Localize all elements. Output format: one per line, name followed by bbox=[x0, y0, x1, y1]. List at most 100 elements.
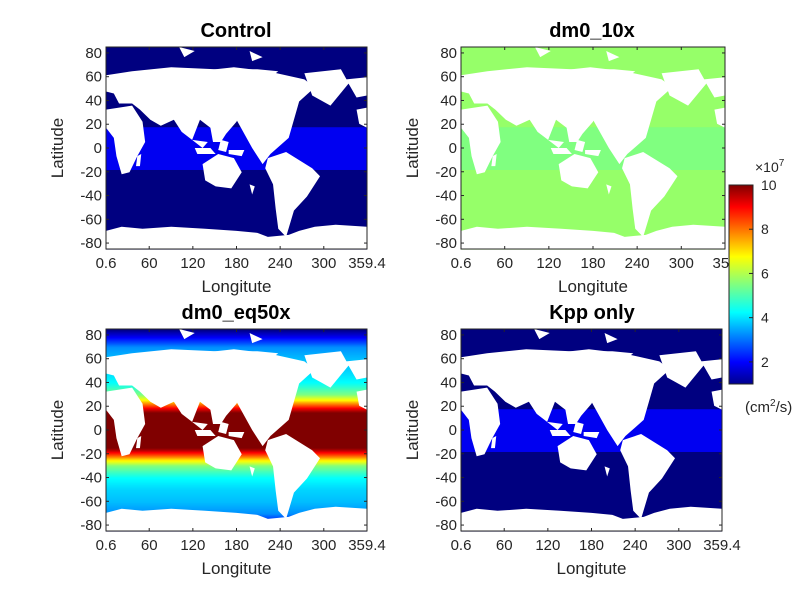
field-band bbox=[106, 331, 367, 334]
field-band bbox=[106, 343, 367, 346]
y-tick-label: 40 bbox=[440, 92, 457, 109]
field-band bbox=[106, 462, 367, 464]
field-band bbox=[106, 487, 367, 489]
colorbar-tick-label: 6 bbox=[761, 265, 769, 281]
field-band bbox=[106, 489, 367, 492]
colorbar-tick-label: 2 bbox=[761, 354, 769, 370]
x-tick-label: 359.4 bbox=[703, 537, 741, 554]
field-band bbox=[106, 473, 367, 476]
field-band bbox=[106, 348, 367, 350]
field-band bbox=[106, 508, 367, 511]
field-band bbox=[106, 472, 367, 475]
x-tick-label: 120 bbox=[180, 537, 205, 554]
y-tick-label: 20 bbox=[440, 398, 457, 415]
field-band bbox=[106, 438, 367, 441]
field-band bbox=[106, 465, 367, 468]
x-tick-label: 0.6 bbox=[451, 537, 472, 554]
field-band bbox=[106, 485, 367, 488]
field-band bbox=[106, 476, 367, 479]
field-band bbox=[106, 492, 367, 495]
y-tick-label: -40 bbox=[80, 470, 102, 487]
x-tick-label: 120 bbox=[180, 255, 205, 272]
y-tick-label: 20 bbox=[85, 398, 102, 415]
y-axis-label: Latitude bbox=[403, 118, 422, 179]
field-band bbox=[106, 126, 367, 170]
x-tick-label: 300 bbox=[311, 255, 336, 272]
field-band bbox=[106, 333, 367, 336]
field-band bbox=[106, 497, 367, 500]
x-axis-label: Longitute bbox=[202, 559, 272, 578]
tick-marks: 0.6 60 120 180 240 300 359806040200-20-40-60-8… bbox=[435, 45, 737, 272]
x-tick-label: 180 bbox=[224, 537, 249, 554]
y-tick-label: -80 bbox=[80, 517, 102, 534]
x-axis-label: Longitute bbox=[202, 277, 272, 296]
heatmap-area bbox=[461, 329, 722, 532]
field-band bbox=[106, 424, 367, 426]
field-band bbox=[106, 421, 367, 424]
y-tick-label: 80 bbox=[440, 45, 457, 62]
panel-dm0-10x: dm0_10x 0.6 60 120 180 240 300 359806040200-20… bbox=[403, 20, 738, 296]
y-tick-label: -80 bbox=[435, 235, 457, 252]
field-band bbox=[106, 437, 367, 439]
field-band bbox=[106, 478, 367, 481]
x-tick-label: 240 bbox=[268, 255, 293, 272]
field-band bbox=[106, 439, 367, 442]
x-tick-label: 240 bbox=[268, 537, 293, 554]
x-tick-label: 180 bbox=[579, 537, 604, 554]
field-band bbox=[106, 405, 367, 407]
field-band bbox=[106, 495, 367, 498]
y-tick-label: 0 bbox=[449, 422, 457, 439]
field-band bbox=[106, 482, 367, 485]
field-band bbox=[106, 410, 367, 413]
y-tick-label: -60 bbox=[435, 211, 457, 228]
field-band bbox=[106, 409, 367, 412]
y-tick-label: -20 bbox=[80, 446, 102, 463]
field-band bbox=[106, 496, 367, 499]
field-band bbox=[106, 344, 367, 347]
field-band bbox=[106, 428, 367, 431]
colorbar: 2 4 6 8 10 ×107 (cm2/s) bbox=[728, 158, 792, 416]
y-tick-label: -20 bbox=[435, 446, 457, 463]
field-band bbox=[106, 430, 367, 432]
field-band bbox=[106, 509, 367, 512]
field-band bbox=[106, 427, 367, 430]
y-tick-label: 0 bbox=[94, 422, 102, 439]
field-band bbox=[106, 332, 367, 335]
x-tick-label: 359.4 bbox=[348, 537, 386, 554]
heatmap-area bbox=[106, 47, 367, 250]
field-band bbox=[106, 481, 367, 483]
x-tick-label: 0.6 bbox=[96, 537, 117, 554]
x-axis-label: Longitute bbox=[557, 559, 627, 578]
field-band bbox=[106, 468, 367, 470]
y-tick-label: 20 bbox=[440, 116, 457, 133]
field-band bbox=[106, 408, 367, 411]
field-band bbox=[106, 491, 367, 494]
field-band bbox=[106, 475, 367, 477]
field-band bbox=[106, 414, 367, 417]
y-tick-label: 80 bbox=[440, 327, 457, 344]
field-band bbox=[106, 506, 367, 508]
x-tick-label: 60 bbox=[496, 537, 513, 554]
y-axis-label: Latitude bbox=[48, 400, 67, 461]
tick-marks: 0.6 60 120 180 240 300 359.4 80 60 40 20 0 -20 -40 -60… bbox=[80, 45, 385, 272]
field-band bbox=[106, 483, 367, 486]
y-tick-label: -60 bbox=[435, 493, 457, 510]
field-band bbox=[106, 340, 367, 343]
field-band bbox=[461, 126, 725, 170]
panel-title: Control bbox=[200, 20, 271, 42]
field-band bbox=[106, 413, 367, 416]
x-tick-label: 120 bbox=[535, 537, 560, 554]
field-band bbox=[106, 443, 367, 445]
field-band bbox=[106, 416, 367, 419]
x-tick-label: 60 bbox=[141, 537, 158, 554]
colorbar-tick-label: 4 bbox=[761, 310, 769, 326]
field-band bbox=[106, 342, 367, 344]
panel-dm0-eq50x: dm0_eq50x 0.6 60 120 180 240 300 359.4 80 60 40 20… bbox=[48, 302, 386, 578]
y-tick-label: 60 bbox=[440, 69, 457, 86]
heatmap-area bbox=[106, 329, 367, 532]
field-band bbox=[106, 426, 367, 429]
field-band bbox=[106, 501, 367, 504]
field-band bbox=[106, 470, 367, 473]
x-tick-label: 300 bbox=[311, 537, 336, 554]
